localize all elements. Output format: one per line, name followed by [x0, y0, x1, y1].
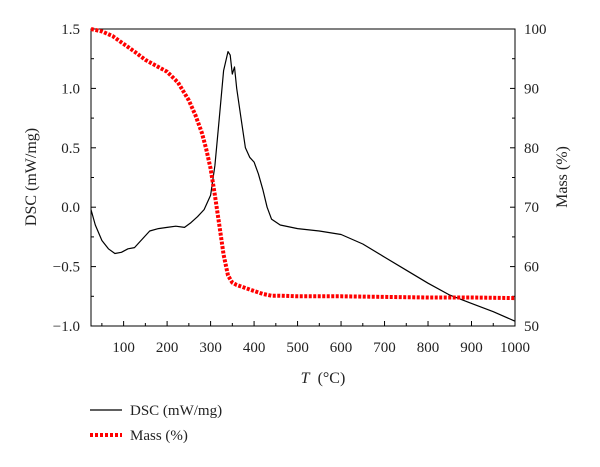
dsc-series-line	[90, 50, 516, 322]
left-y-tick-label: 1.0	[61, 81, 80, 97]
left-y-tick-label: −0.5	[53, 260, 80, 276]
right-y-tick-label: 60	[524, 260, 539, 276]
right-y-tick-label: 50	[524, 319, 539, 335]
legend-label-mass: Mass (%)	[130, 428, 188, 444]
right-y-tick-label: 90	[524, 81, 539, 97]
x-tick-label: 1000	[500, 340, 530, 356]
x-axis-symbol: T	[301, 370, 311, 387]
x-tick-label: 500	[286, 340, 309, 356]
series-layer	[90, 27, 516, 322]
legend-label-dsc: DSC (mW/mg)	[130, 403, 222, 419]
left-y-tick-label: 0.0	[61, 200, 80, 216]
x-axis-title: T (°C)	[301, 370, 346, 387]
left-y-axis-title: DSC (mW/mg)	[23, 128, 40, 226]
left-y-tick-label: 0.5	[61, 141, 80, 157]
legend: DSC (mW/mg) Mass (%)	[90, 403, 222, 444]
x-tick-label: 300	[199, 340, 222, 356]
x-tick-label: 600	[330, 340, 353, 356]
x-tick-label: 100	[112, 340, 135, 356]
left-y-tick-label: −1.0	[53, 319, 80, 335]
mass-series-line	[90, 27, 516, 301]
right-y-ticks: 50 60 70 80 90 100	[510, 22, 547, 335]
x-tick-label: 200	[156, 340, 179, 356]
x-tick-label: 700	[373, 340, 396, 356]
right-y-axis-title: Mass (%)	[554, 146, 571, 208]
x-ticks: 100 200 300 400 500 600 700 800 900 1000	[101, 321, 530, 356]
left-y-tick-label: 1.5	[61, 22, 80, 38]
x-tick-label: 400	[243, 340, 266, 356]
right-y-tick-label: 100	[524, 22, 547, 38]
left-y-ticks: −1.0 −0.5 0.0 0.5 1.0 1.5	[53, 22, 96, 335]
right-y-tick-label: 70	[524, 200, 539, 216]
x-tick-label: 900	[460, 340, 483, 356]
plot-frame	[90, 28, 516, 327]
x-axis-unit: (°C)	[318, 370, 346, 387]
right-y-tick-label: 80	[524, 141, 539, 157]
x-tick-label: 800	[417, 340, 440, 356]
